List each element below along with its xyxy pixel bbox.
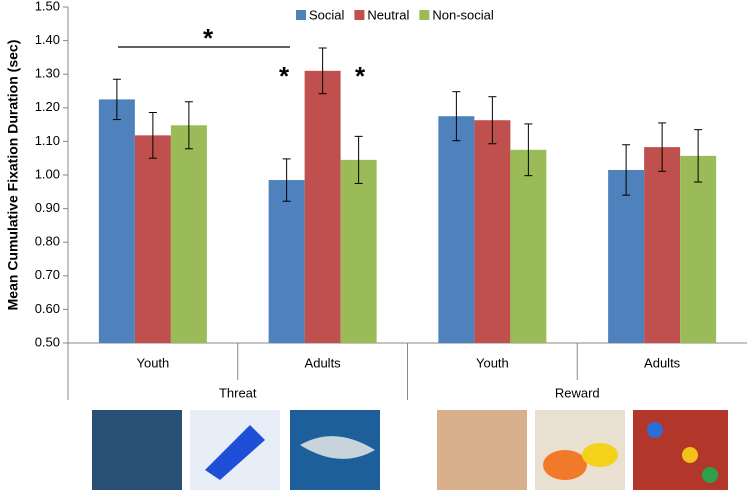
y-tick-label: 0.80	[35, 234, 60, 249]
y-tick-label: 1.50	[35, 0, 60, 13]
x-tick-label: Adults	[305, 355, 342, 370]
group-label: Threat	[219, 385, 257, 400]
x-tick-label: Youth	[476, 355, 509, 370]
bowl	[582, 443, 618, 467]
candy	[647, 422, 663, 438]
bar	[608, 169, 645, 343]
candy	[682, 447, 698, 463]
y-tick-label: 0.60	[35, 301, 60, 316]
x-tick-label: Adults	[644, 355, 681, 370]
y-tick-label: 0.70	[35, 267, 60, 282]
y-tick-label: 0.50	[35, 334, 60, 349]
bar	[98, 99, 135, 344]
bar	[644, 147, 681, 343]
bar	[510, 149, 547, 343]
image-children	[437, 410, 527, 490]
legend-label: Neutral	[367, 7, 409, 22]
bar	[304, 70, 341, 343]
bar	[474, 120, 511, 344]
bar	[340, 159, 377, 343]
image-threat-face	[92, 410, 182, 490]
bar	[268, 180, 305, 343]
stimulus-images	[92, 410, 728, 490]
y-tick-label: 1.40	[35, 32, 60, 47]
legend-swatch	[296, 10, 306, 20]
bar	[134, 135, 171, 343]
legend-swatch	[354, 10, 365, 20]
bowl	[543, 450, 587, 480]
y-tick-label: 1.20	[35, 99, 60, 114]
x-tick-label: Youth	[136, 355, 169, 370]
group-label: Reward	[555, 385, 600, 400]
legend-label: Social	[309, 7, 345, 22]
y-tick-label: 1.30	[35, 66, 60, 81]
scoop-shape	[205, 425, 265, 480]
shark-shape	[300, 436, 375, 459]
y-tick-label: 1.00	[35, 166, 60, 181]
significance-star: *	[203, 23, 214, 53]
legend-swatch	[419, 10, 430, 20]
bar	[438, 116, 475, 343]
y-tick-label: 0.90	[35, 200, 60, 215]
significance-star: *	[279, 61, 290, 91]
legend-label: Non-social	[432, 7, 494, 22]
significance-star: *	[355, 61, 366, 91]
y-tick-label: 1.10	[35, 133, 60, 148]
candy	[702, 467, 718, 483]
y-axis-title: Mean Cumulative Fixation Duration (sec)	[5, 40, 21, 311]
bar	[680, 155, 717, 343]
bar	[170, 125, 207, 343]
